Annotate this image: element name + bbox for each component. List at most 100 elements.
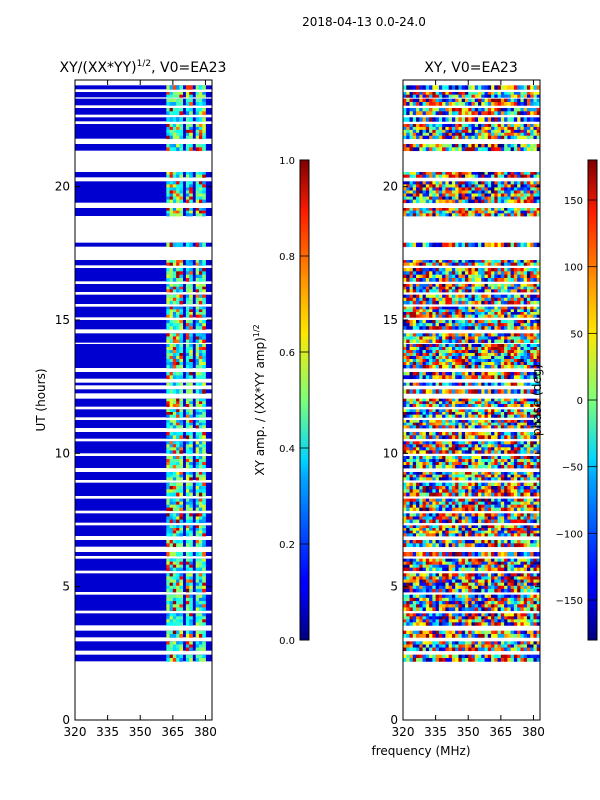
phase-cell (416, 504, 420, 509)
phase-cell (513, 507, 518, 512)
phase-cell (429, 482, 433, 487)
phase-cell (536, 362, 540, 366)
amplitude-cell (198, 309, 203, 313)
phase-cell (500, 450, 505, 454)
amplitude-cell (189, 208, 193, 212)
amplitude-cell (166, 320, 170, 324)
phase-cell (510, 504, 515, 509)
phase-cell (497, 613, 502, 617)
phase-cell (461, 344, 466, 348)
phase-cell (432, 432, 437, 436)
phase-cell (455, 634, 459, 638)
phase-cell (474, 597, 479, 602)
phase-cell (481, 425, 485, 429)
phase-cell (484, 382, 489, 386)
phase-cell (510, 353, 515, 357)
amplitude-cell (179, 262, 184, 266)
amplitude-cell (195, 543, 200, 548)
phase-cell (464, 528, 469, 532)
phase-cell (461, 435, 466, 440)
amplitude-cell (176, 401, 180, 405)
phase-cell (458, 641, 463, 645)
phase-cell (409, 594, 414, 599)
phase-cell (432, 401, 437, 405)
phase-cell (520, 365, 525, 369)
phase-cell (497, 347, 502, 351)
phase-cell (517, 339, 521, 344)
phase-cell (533, 644, 538, 648)
phase-cell (438, 573, 443, 577)
amplitude-cell (189, 312, 193, 316)
phase-cell (461, 482, 466, 487)
amplitude-cell (169, 365, 174, 369)
phase-cell (474, 359, 479, 363)
phase-cell (494, 347, 498, 351)
phase-cell (513, 582, 518, 587)
phase-cell (494, 613, 498, 617)
phase-cell (448, 414, 453, 418)
phase-cell (409, 616, 414, 620)
phase-cell (403, 597, 407, 602)
phase-cell (442, 306, 446, 310)
phase-cell (513, 630, 518, 635)
phase-cell (435, 630, 440, 635)
phase-cell (474, 613, 479, 617)
phase-cell (517, 365, 521, 369)
amplitude-cell (185, 398, 190, 402)
phase-cell (406, 365, 410, 369)
amplitude-cell (172, 432, 177, 436)
phase-cell (468, 401, 472, 405)
amplitude-cell (185, 498, 190, 503)
phase-cell (474, 306, 479, 310)
phase-cell (513, 339, 518, 344)
phase-cell (451, 647, 456, 652)
amplitude-cell (189, 309, 193, 313)
phase-cell (458, 634, 463, 638)
amplitude-cell (189, 564, 193, 569)
phase-cell (478, 401, 482, 405)
phase-cell (468, 552, 472, 557)
amplitude-cell (166, 582, 170, 587)
amplitude-cell (169, 210, 174, 214)
phase-cell (461, 447, 466, 451)
phase-cell (491, 622, 495, 626)
phase-cell (422, 641, 427, 645)
phase-cell (481, 333, 485, 337)
phase-cell (406, 462, 410, 466)
phase-cell (422, 530, 427, 534)
phase-cell (419, 462, 423, 466)
phase-cell (487, 594, 492, 599)
phase-cell (507, 641, 512, 645)
amplitude-cell (179, 414, 184, 418)
amplitude-cell (169, 533, 174, 537)
amplitude-cell (185, 613, 190, 617)
phase-cell (533, 564, 538, 569)
phase-cell (517, 477, 521, 481)
amplitude-cell (195, 613, 200, 617)
phase-cell (458, 412, 463, 416)
phase-cell (523, 326, 528, 330)
phase-cell (494, 647, 498, 652)
amplitude-cell (202, 543, 206, 548)
phase-cell (500, 567, 505, 572)
phase-cell (500, 344, 505, 348)
phase-cell (533, 414, 538, 418)
phase-cell (442, 619, 446, 623)
phase-cell (494, 309, 498, 313)
amplitude-cell (179, 126, 184, 131)
amplitude-cell (166, 601, 170, 605)
phase-cell (504, 350, 508, 354)
phase-cell (425, 533, 430, 537)
phase-cell (419, 306, 423, 310)
phase-cell (504, 552, 508, 557)
phase-cell (474, 582, 479, 587)
phase-cell (494, 619, 498, 623)
phase-cell (442, 486, 446, 490)
phase-cell (474, 333, 479, 337)
phase-cell (435, 498, 440, 503)
phase-cell (526, 504, 531, 509)
amplitude-cell (195, 604, 200, 608)
phase-cell (530, 501, 534, 506)
phase-cell (517, 654, 521, 659)
phase-cell (416, 441, 420, 445)
